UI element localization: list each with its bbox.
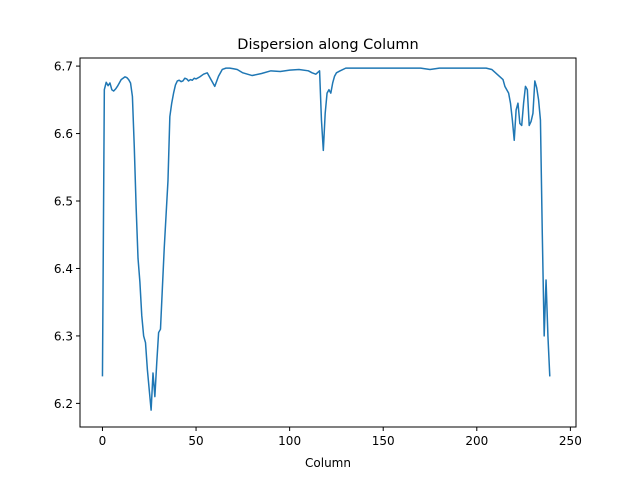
plot-frame	[79, 57, 577, 428]
x-tick-label: 0	[99, 434, 107, 448]
x-tick-label: 50	[188, 434, 203, 448]
x-tick-label: 200	[465, 434, 488, 448]
y-tick-label: 6.5	[54, 195, 73, 209]
x-tick-label: 250	[559, 434, 582, 448]
y-tick-label: 6.6	[54, 127, 73, 141]
x-tick-label: 100	[278, 434, 301, 448]
y-axis: 6.2 6.3 6.4 6.5 6.6 6.7	[54, 60, 80, 411]
chart-title: Dispersion along Column	[237, 37, 418, 53]
y-tick-label: 6.4	[54, 262, 73, 276]
y-tick-label: 6.3	[54, 329, 73, 343]
plot-area	[101, 67, 551, 411]
series-line-0	[101, 67, 551, 411]
x-axis-label: Column	[305, 456, 351, 470]
x-axis: 0 50 100 150 200 250	[99, 427, 582, 448]
y-tick-label: 6.7	[54, 60, 73, 74]
y-tick-label: 6.2	[54, 397, 73, 411]
x-tick-label: 150	[372, 434, 395, 448]
